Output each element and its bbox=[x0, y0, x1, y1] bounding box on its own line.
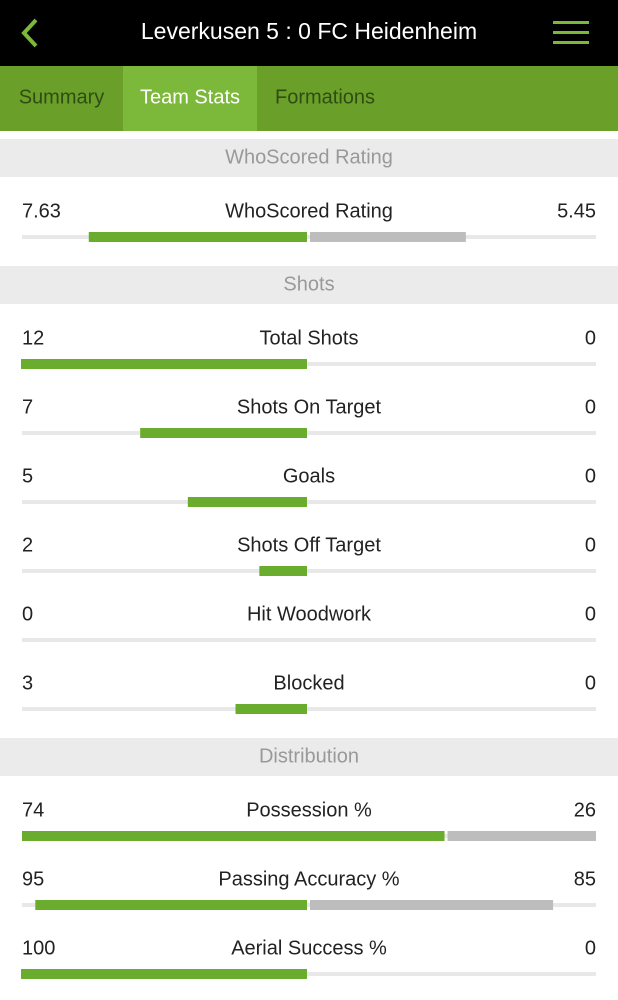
stat-label: Possession % bbox=[246, 799, 372, 821]
away-value: 0 bbox=[585, 396, 596, 418]
tab[interactable]: Formations bbox=[275, 86, 375, 108]
home-value: 7 bbox=[22, 396, 33, 418]
home-bar bbox=[259, 566, 307, 576]
section-header-bg bbox=[0, 139, 618, 177]
home-value: 7.63 bbox=[22, 200, 61, 222]
home-bar bbox=[21, 969, 307, 979]
away-value: 26 bbox=[574, 799, 596, 821]
away-value: 0 bbox=[585, 937, 596, 959]
away-value: 0 bbox=[585, 534, 596, 556]
home-bar bbox=[88, 232, 307, 242]
away-bar bbox=[447, 831, 596, 841]
stat-label: Shots On Target bbox=[237, 396, 382, 418]
match-title: Leverkusen 5 : 0 FC Heidenheim bbox=[141, 18, 477, 44]
home-bar bbox=[35, 900, 308, 910]
stat-label: Goals bbox=[283, 465, 335, 487]
bar-track bbox=[22, 431, 596, 435]
section-header-bg bbox=[0, 738, 618, 776]
stat-label: Blocked bbox=[273, 672, 344, 694]
back-button[interactable] bbox=[21, 18, 38, 48]
away-value: 85 bbox=[574, 868, 596, 890]
bar-track bbox=[22, 707, 596, 711]
menu-line bbox=[553, 31, 589, 34]
bar-track bbox=[22, 500, 596, 504]
stat-label: Total Shots bbox=[260, 327, 359, 349]
menu-line bbox=[553, 41, 589, 44]
home-bar bbox=[140, 428, 307, 438]
stat-label: Shots Off Target bbox=[237, 534, 381, 556]
tab-bar bbox=[0, 66, 618, 131]
section-title: WhoScored Rating bbox=[225, 146, 393, 168]
tab[interactable]: Summary bbox=[19, 86, 105, 108]
tab-active-bg bbox=[123, 66, 257, 131]
away-value: 5.45 bbox=[557, 200, 596, 222]
menu-line bbox=[553, 21, 589, 24]
bar-track bbox=[22, 362, 596, 366]
home-value: 100 bbox=[22, 937, 55, 959]
home-bar bbox=[22, 831, 445, 841]
tab[interactable]: Team Stats bbox=[140, 86, 240, 108]
stat-label: WhoScored Rating bbox=[225, 200, 393, 222]
top-bar bbox=[0, 0, 618, 66]
away-bar bbox=[310, 232, 466, 242]
away-value: 0 bbox=[585, 672, 596, 694]
stat-label: Aerial Success % bbox=[231, 937, 387, 959]
menu-button[interactable] bbox=[553, 21, 589, 44]
home-value: 3 bbox=[22, 672, 33, 694]
stat-label: Hit Woodwork bbox=[247, 603, 372, 625]
home-bar bbox=[21, 359, 307, 369]
bar-track bbox=[22, 569, 596, 573]
home-value: 2 bbox=[22, 534, 33, 556]
home-value: 12 bbox=[22, 327, 44, 349]
home-value: 0 bbox=[22, 603, 33, 625]
away-value: 0 bbox=[585, 465, 596, 487]
bar-track bbox=[22, 903, 596, 907]
bar-track bbox=[22, 972, 596, 976]
away-value: 0 bbox=[585, 603, 596, 625]
away-bar bbox=[310, 900, 554, 910]
home-value: 74 bbox=[22, 799, 44, 821]
section-header-bg bbox=[0, 266, 618, 304]
away-value: 0 bbox=[585, 327, 596, 349]
stat-label: Passing Accuracy % bbox=[218, 868, 399, 890]
bar-track bbox=[22, 235, 596, 239]
section-title: Shots bbox=[283, 273, 334, 295]
home-value: 5 bbox=[22, 465, 33, 487]
bar-track bbox=[22, 638, 596, 642]
section-title: Distribution bbox=[259, 745, 359, 767]
home-bar bbox=[187, 497, 307, 507]
home-bar bbox=[235, 704, 307, 714]
home-value: 95 bbox=[22, 868, 44, 890]
